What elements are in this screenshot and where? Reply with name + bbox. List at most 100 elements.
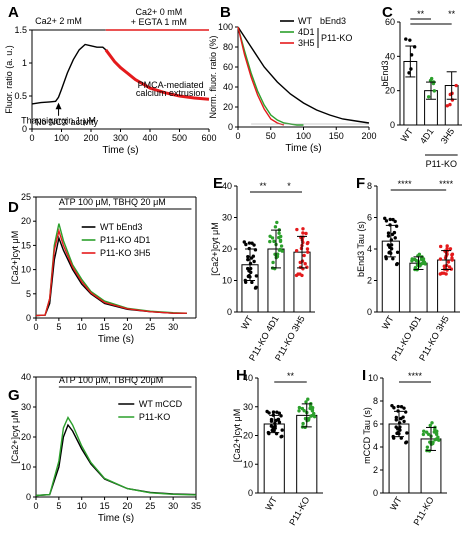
data-point bbox=[391, 256, 395, 261]
annotation-bar1: Ca2+ 2 mM bbox=[35, 16, 82, 26]
sig-label: **** bbox=[439, 179, 454, 189]
series-line-1 bbox=[104, 48, 210, 101]
panel-letter-E: E bbox=[213, 175, 223, 192]
x-tick-label: 200 bbox=[361, 131, 376, 141]
category-label: P11-KO bbox=[411, 495, 435, 527]
y-tick-label: 80 bbox=[223, 42, 233, 52]
y-tick-label: 100 bbox=[218, 22, 233, 32]
y-tick-label: 0 bbox=[373, 488, 378, 498]
legend-label: 3H5 bbox=[298, 38, 315, 48]
data-point bbox=[386, 234, 391, 238]
x-tick-label: 20 bbox=[122, 501, 132, 511]
y-tick-label: 2 bbox=[373, 465, 378, 475]
data-point bbox=[279, 234, 283, 239]
y-tick-label: 40 bbox=[385, 51, 395, 61]
data-point bbox=[392, 406, 396, 410]
data-point bbox=[404, 37, 408, 41]
panel-letter-C: C bbox=[382, 4, 393, 21]
data-point bbox=[446, 260, 451, 264]
y-tick-label: 8 bbox=[373, 396, 378, 406]
y-tick-label: 60 bbox=[223, 62, 233, 72]
data-point bbox=[248, 261, 253, 266]
y-tick-label: 10 bbox=[243, 459, 253, 469]
data-point bbox=[437, 438, 441, 442]
category-label: WT bbox=[399, 126, 416, 144]
x-tick-label: 200 bbox=[83, 133, 98, 143]
panel-letter-D: D bbox=[8, 199, 19, 216]
data-point bbox=[394, 418, 398, 422]
y-axis-label-part: bEnd3 bbox=[380, 60, 390, 86]
data-point bbox=[430, 421, 434, 425]
data-point bbox=[304, 400, 308, 404]
y-tick-label: 25 bbox=[21, 192, 31, 202]
y-tick-label: 20 bbox=[21, 432, 31, 442]
data-point bbox=[300, 273, 304, 278]
data-point bbox=[271, 260, 275, 265]
x-tick-label: 20 bbox=[122, 322, 132, 332]
x-tick-label: 15 bbox=[100, 322, 110, 332]
data-point bbox=[299, 246, 304, 251]
x-tick-label: 600 bbox=[201, 133, 216, 143]
category-label: WT bbox=[388, 495, 404, 513]
data-point bbox=[280, 249, 284, 253]
stim-label: ATP 100 μM, TBHQ 20 μM bbox=[59, 197, 166, 207]
data-point bbox=[252, 259, 256, 264]
data-point bbox=[425, 445, 430, 449]
data-point bbox=[310, 408, 315, 412]
y-axis-label: [Ca2+]cyt μM bbox=[10, 410, 20, 463]
y-tick-label: 10 bbox=[21, 462, 31, 472]
data-point bbox=[445, 246, 449, 251]
x-tick-label: 150 bbox=[329, 131, 344, 141]
data-point bbox=[304, 231, 308, 236]
legend-label: P11-KO 4D1 bbox=[100, 235, 150, 245]
y-tick-label: 40 bbox=[222, 181, 232, 191]
legend-label: P11-KO bbox=[139, 412, 170, 422]
data-point bbox=[247, 241, 252, 245]
data-point bbox=[305, 247, 310, 251]
data-point bbox=[279, 435, 283, 439]
data-point bbox=[253, 286, 258, 290]
data-point bbox=[391, 217, 395, 222]
panel-letter-I: I bbox=[362, 367, 366, 384]
x-tick-label: 10 bbox=[77, 322, 87, 332]
sig-label: ** bbox=[259, 181, 267, 191]
x-tick-label: 35 bbox=[191, 501, 201, 511]
data-point bbox=[388, 217, 392, 222]
data-point bbox=[250, 241, 254, 245]
data-point bbox=[301, 421, 305, 426]
y-tick-label: 10 bbox=[368, 373, 378, 383]
data-point bbox=[275, 252, 280, 256]
y-tick-label: 30 bbox=[222, 213, 232, 223]
x-tick-label: 50 bbox=[266, 131, 276, 141]
data-point bbox=[434, 431, 439, 436]
data-point bbox=[270, 236, 275, 240]
y-tick-label: 40 bbox=[21, 372, 31, 382]
data-point bbox=[277, 248, 282, 252]
data-point bbox=[275, 410, 279, 414]
y-tick-label: 2 bbox=[367, 276, 372, 286]
data-point bbox=[444, 272, 448, 276]
y-axis-label: bEnd3 Tau (s) bbox=[356, 221, 366, 277]
data-point bbox=[392, 230, 397, 235]
sig-label: ** bbox=[287, 371, 295, 381]
y-tick-label: 10 bbox=[21, 265, 31, 275]
data-point bbox=[296, 272, 300, 276]
data-point bbox=[394, 262, 399, 267]
x-tick-label: 25 bbox=[145, 322, 155, 332]
x-tick-label: 500 bbox=[172, 133, 187, 143]
x-axis-label: Time (s) bbox=[98, 513, 134, 524]
data-point bbox=[267, 411, 271, 415]
data-point bbox=[424, 430, 429, 434]
data-point bbox=[399, 436, 403, 440]
data-point bbox=[306, 397, 310, 401]
data-point bbox=[278, 238, 283, 242]
y-tick-label: 8 bbox=[367, 181, 372, 191]
x-tick-label: 30 bbox=[168, 501, 178, 511]
data-point bbox=[306, 240, 310, 245]
data-point bbox=[280, 428, 284, 432]
stim-label: ATP 100 μM, TBHQ 20μM bbox=[59, 375, 163, 385]
data-point bbox=[397, 421, 402, 425]
data-point bbox=[410, 257, 414, 261]
chart-I: 0 2 4 6 8 10 WT P11-KO mCCD Tau (s) **** bbox=[362, 371, 447, 527]
x-tick-label: 5 bbox=[56, 501, 61, 511]
